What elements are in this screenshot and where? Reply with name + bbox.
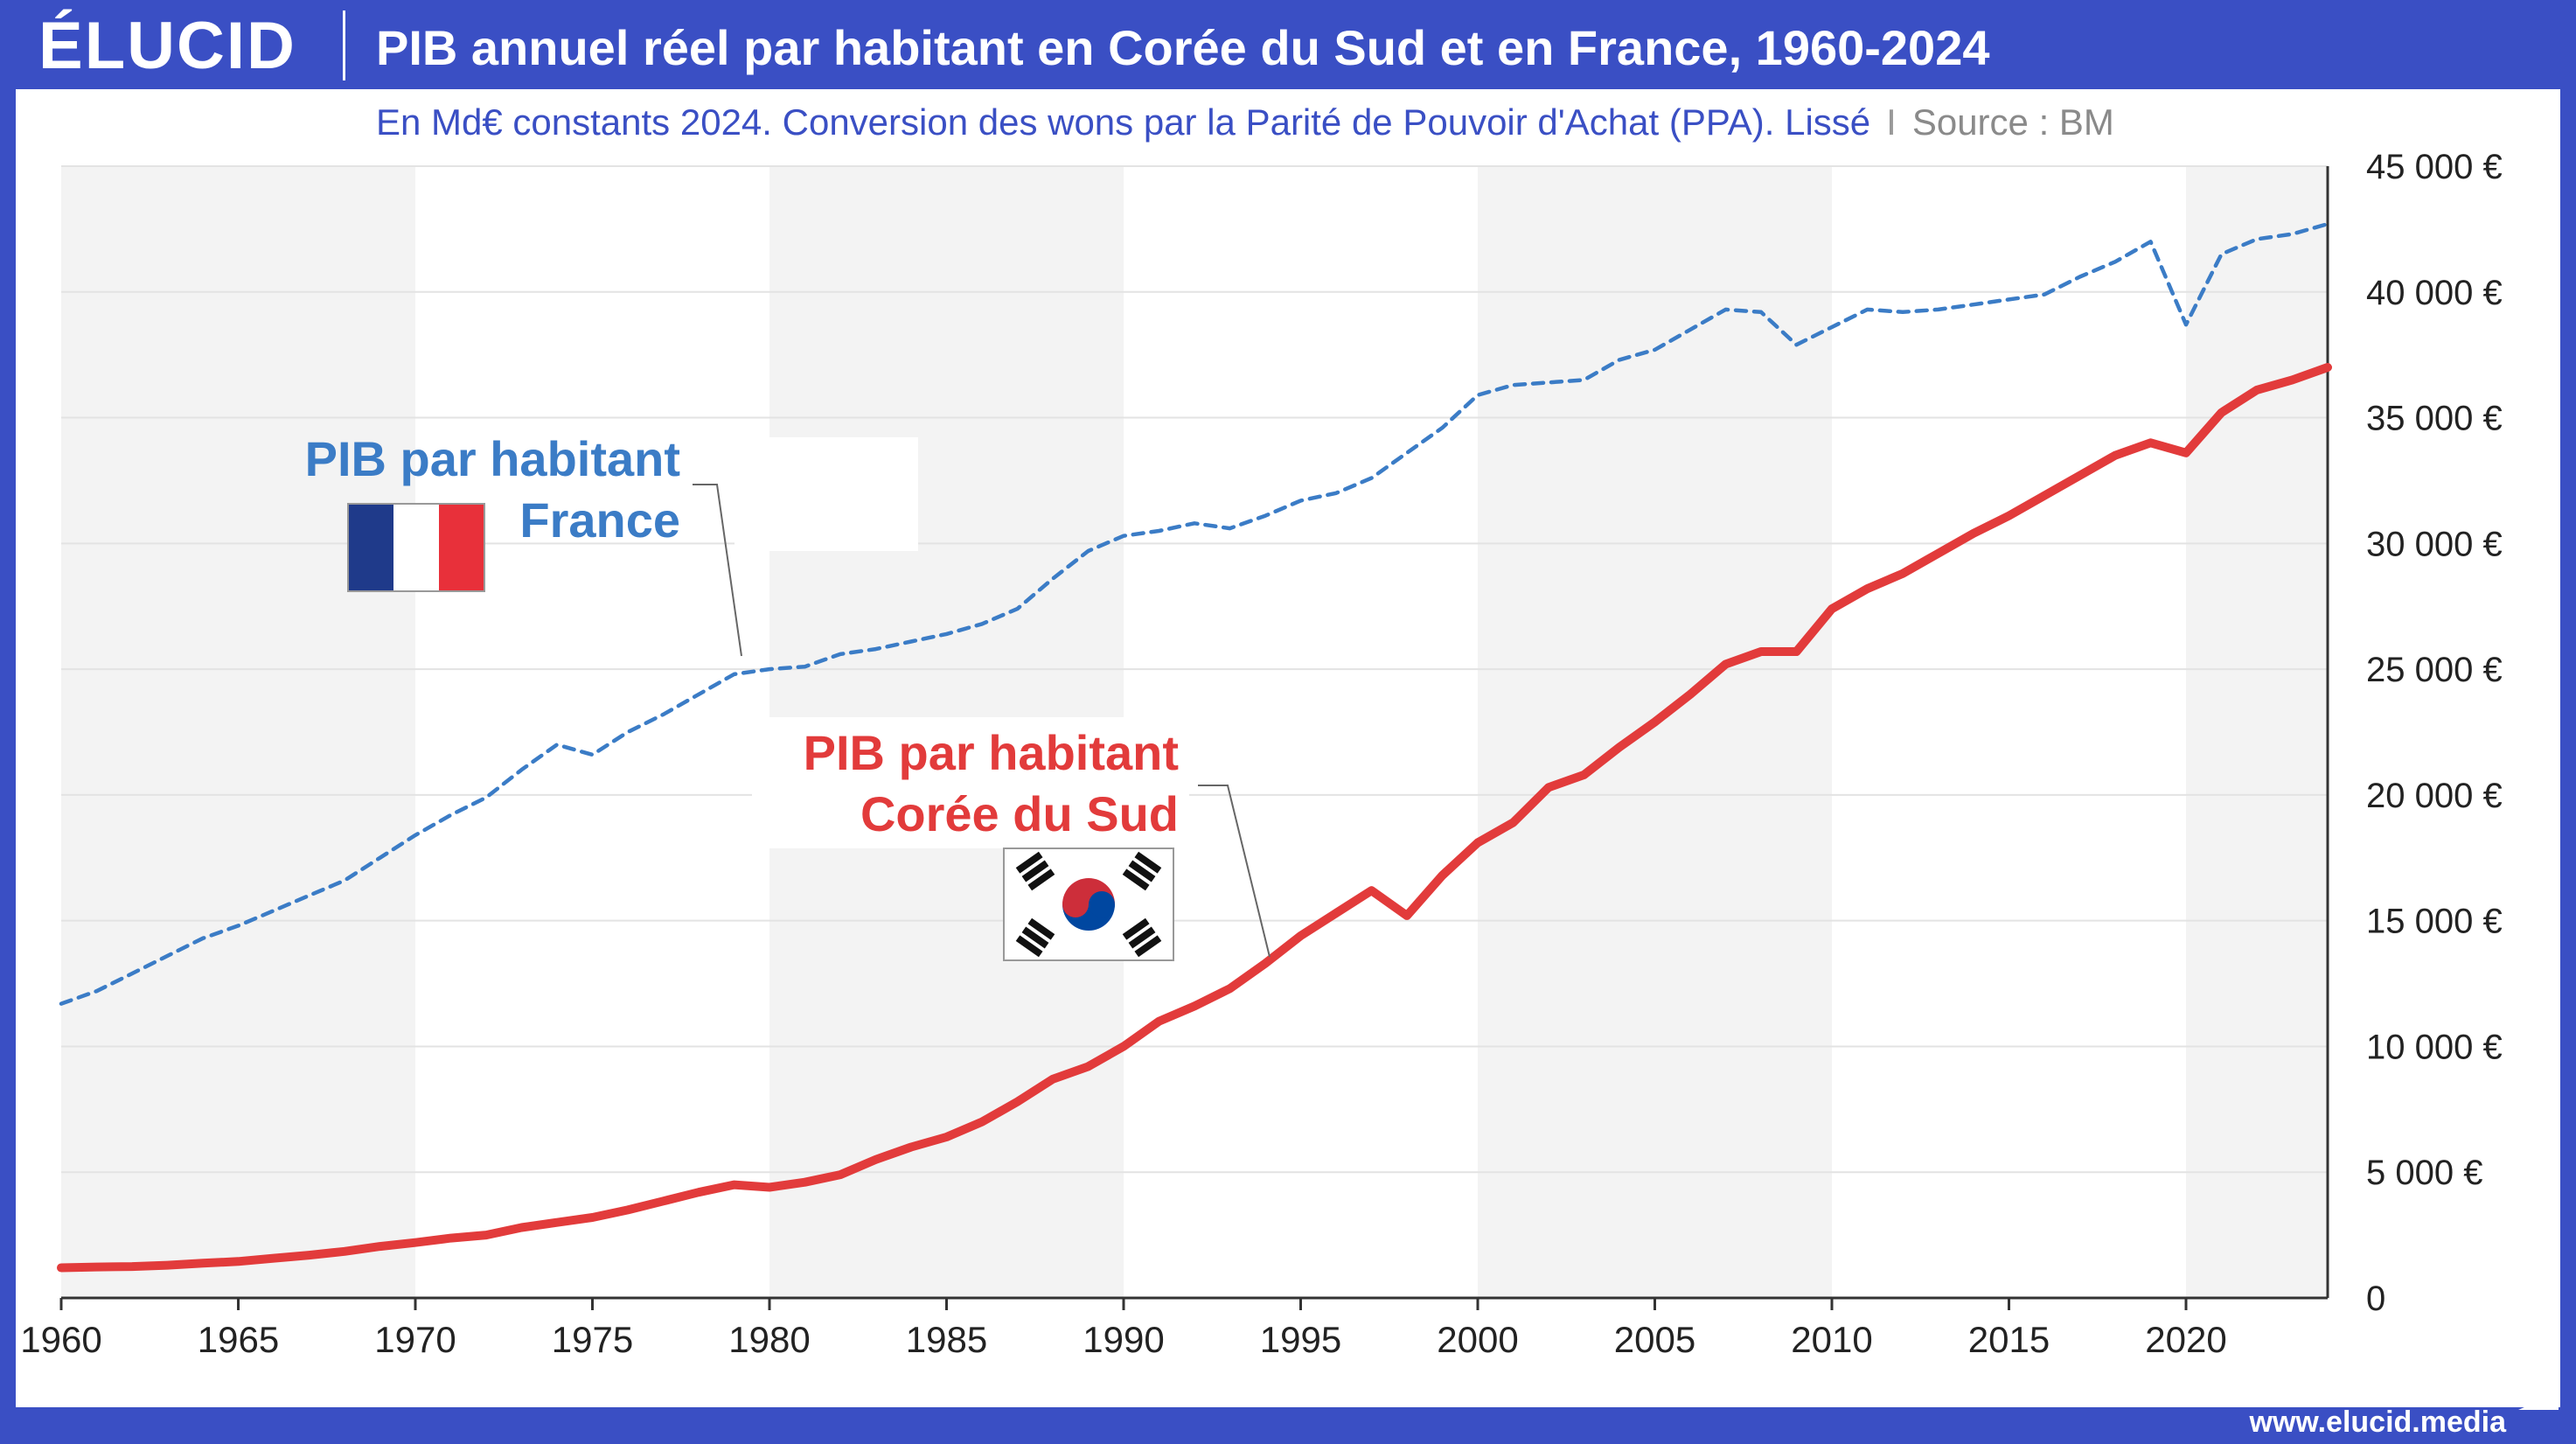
france-series-line <box>59 221 2330 1006</box>
x-tick-label: 1965 <box>198 1319 279 1360</box>
decade-band <box>2186 166 2328 1298</box>
flag-korea-swirl-red <box>1062 891 1089 917</box>
korea-label-bg <box>752 717 1189 848</box>
y-tick-label: 25 000 € <box>2366 651 2503 689</box>
korea-leader-line <box>1198 785 1271 958</box>
y-tick-label: 20 000 € <box>2366 777 2503 815</box>
trigram-bar <box>1015 935 1043 958</box>
trigram-bar <box>1122 868 1150 891</box>
decade-bands <box>61 166 2328 1298</box>
y-tick-label: 45 000 € <box>2366 148 2503 186</box>
france-annotation-label: PIB par habitant <box>305 431 680 486</box>
axes <box>61 166 2329 1300</box>
flag-korea-trigram <box>1122 851 1162 891</box>
subtitle-separator: I <box>1886 101 1897 143</box>
france-leader-line <box>693 484 742 657</box>
trigram-bar <box>1128 926 1156 949</box>
trigram-bar <box>1015 851 1043 874</box>
x-tick-label: 1980 <box>728 1319 810 1360</box>
x-tick-label: 1985 <box>906 1319 987 1360</box>
header: ÉLUCID PIB annuel réel par habitant en C… <box>0 0 2576 89</box>
y-tick-label: 30 000 € <box>2366 525 2503 563</box>
trigram-bar <box>1134 851 1162 874</box>
x-tick-label: 2005 <box>1614 1319 1695 1360</box>
y-tick-label: 40 000 € <box>2366 274 2503 312</box>
x-tick-labels: 1960 1965 1970 1975 1980 1985 1990 1995 2000 2005… <box>20 1298 2227 1360</box>
series-lines <box>57 221 2332 1273</box>
annotations: PIB par habitant France PIB par habitant Co… <box>305 431 1271 961</box>
x-tick-label: 1990 <box>1083 1319 1164 1360</box>
x-tick-label: 1995 <box>1260 1319 1341 1360</box>
flag-france-white <box>393 504 439 591</box>
logo-divider <box>343 10 345 80</box>
y-tick-label: 0 <box>2366 1280 2385 1318</box>
chart-panel <box>16 89 2560 1407</box>
france-annotation-label: France <box>519 492 680 548</box>
footer-url[interactable]: www.elucid.media <box>2249 1406 2506 1439</box>
flag-france-red <box>439 504 484 591</box>
trigram-bar <box>1027 868 1055 891</box>
x-tick-label: 1975 <box>552 1319 633 1360</box>
elucid-mark-icon <box>2518 1392 2559 1410</box>
decade-band <box>1478 166 1832 1298</box>
x-tick-label: 1960 <box>20 1319 101 1360</box>
trigram-bar <box>1021 926 1049 949</box>
flag-korea-trigram <box>1122 917 1162 958</box>
flag-france-blue <box>348 504 393 591</box>
flag-korea-trigram <box>1015 917 1055 958</box>
page-title: PIB annuel réel par habitant en Corée du… <box>376 20 1990 75</box>
flag-korea-trigram <box>1015 851 1055 891</box>
trigram-bar <box>1122 917 1150 940</box>
source-text: Source : BM <box>1911 101 2114 143</box>
trigram-bar <box>1128 860 1156 882</box>
y-tick-labels: 0 5 000 € 10 000 € 15 000 € 20 000 € 25 000 €… <box>2366 148 2503 1318</box>
y-tick-label: 35 000 € <box>2366 400 2503 438</box>
y-tick-label: 5 000 € <box>2366 1154 2482 1192</box>
flag-korea-swirl-blue <box>1089 891 1115 917</box>
flag-france-icon <box>347 503 485 592</box>
trigram-bar <box>1134 935 1162 958</box>
x-tick-label: 2010 <box>1791 1319 1872 1360</box>
x-tick-label: 2015 <box>1968 1319 2050 1360</box>
y-tick-label: 10 000 € <box>2366 1028 2503 1066</box>
chart-subtitle: En Md€ constants 2024. Conversion des wo… <box>376 98 2114 147</box>
korea-series-line <box>57 363 2332 1273</box>
y-tick-label: 15 000 € <box>2366 903 2503 941</box>
trigram-bar <box>1027 917 1055 940</box>
x-tick-label: 2000 <box>1437 1319 1518 1360</box>
subtitle-text: En Md€ constants 2024. Conversion des wo… <box>376 101 1871 143</box>
x-tick-label: 2020 <box>2145 1319 2226 1360</box>
trigram-bar <box>1021 860 1049 882</box>
x-tick-label: 1970 <box>374 1319 456 1360</box>
korea-annotation-label: Corée du Sud <box>860 786 1179 841</box>
korea-annotation-label: PIB par habitant <box>804 725 1179 780</box>
logo[interactable]: ÉLUCID <box>38 9 296 83</box>
france-label-bg <box>735 437 918 551</box>
decade-band <box>61 166 415 1298</box>
